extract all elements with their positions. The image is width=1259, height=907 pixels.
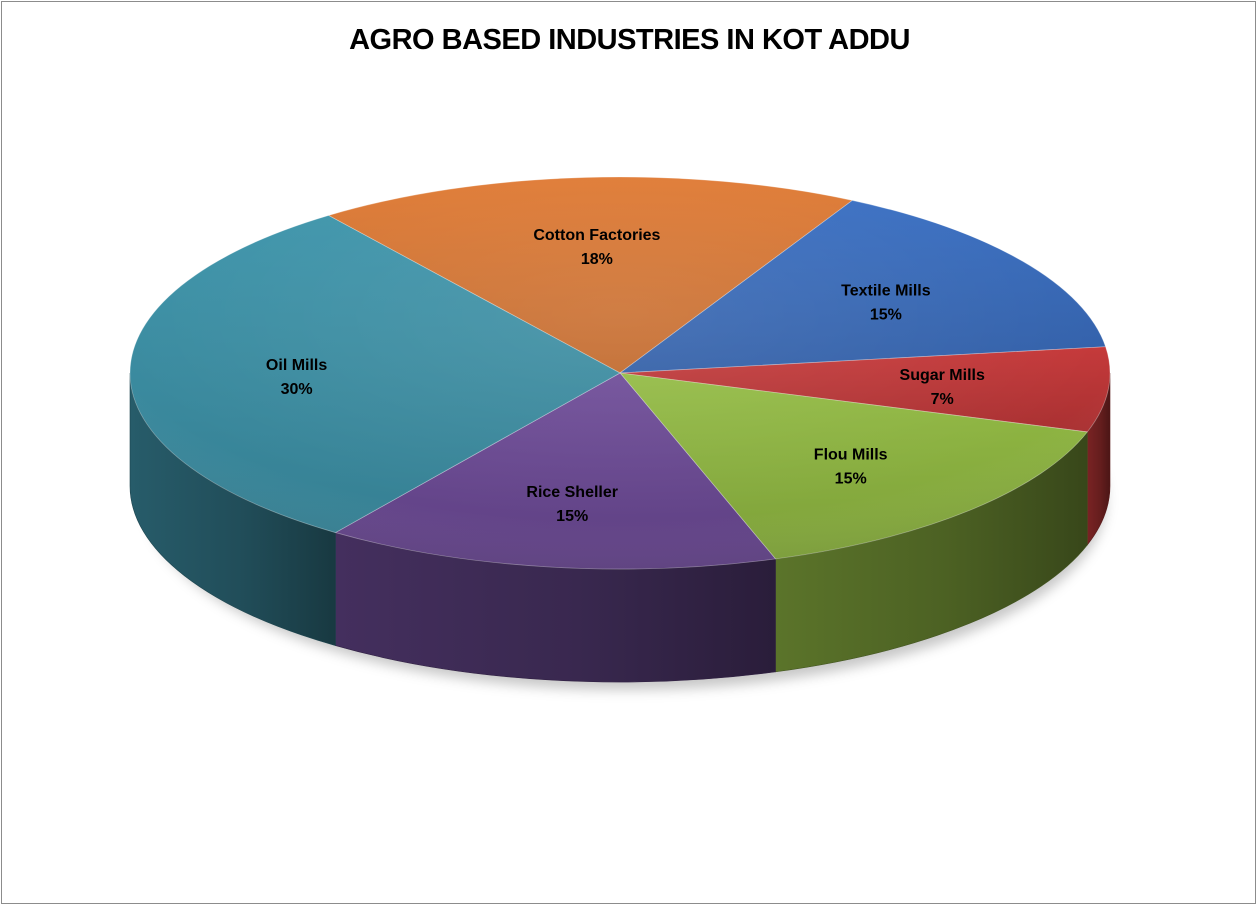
- slice-label-textile-mills: Textile Mills: [841, 282, 931, 299]
- slice-value-textile-mills: 15%: [870, 306, 902, 323]
- slice-value-cotton-factories: 18%: [581, 251, 613, 268]
- slice-label-cotton-factories: Cotton Factories: [533, 227, 660, 244]
- slice-label-rice-sheller: Rice Sheller: [526, 484, 618, 501]
- slice-value-rice-sheller: 15%: [556, 508, 588, 525]
- slice-value-sugar-mills: 7%: [931, 391, 954, 408]
- slice-value-flou-mills: 15%: [835, 471, 867, 488]
- slice-label-sugar-mills: Sugar Mills: [900, 367, 985, 384]
- chart-title: AGRO BASED INDUSTRIES IN KOT ADDU: [349, 24, 910, 56]
- slice-label-flou-mills: Flou Mills: [814, 447, 888, 464]
- slice-label-oil-mills: Oil Mills: [266, 357, 327, 374]
- slice-value-oil-mills: 30%: [281, 381, 313, 398]
